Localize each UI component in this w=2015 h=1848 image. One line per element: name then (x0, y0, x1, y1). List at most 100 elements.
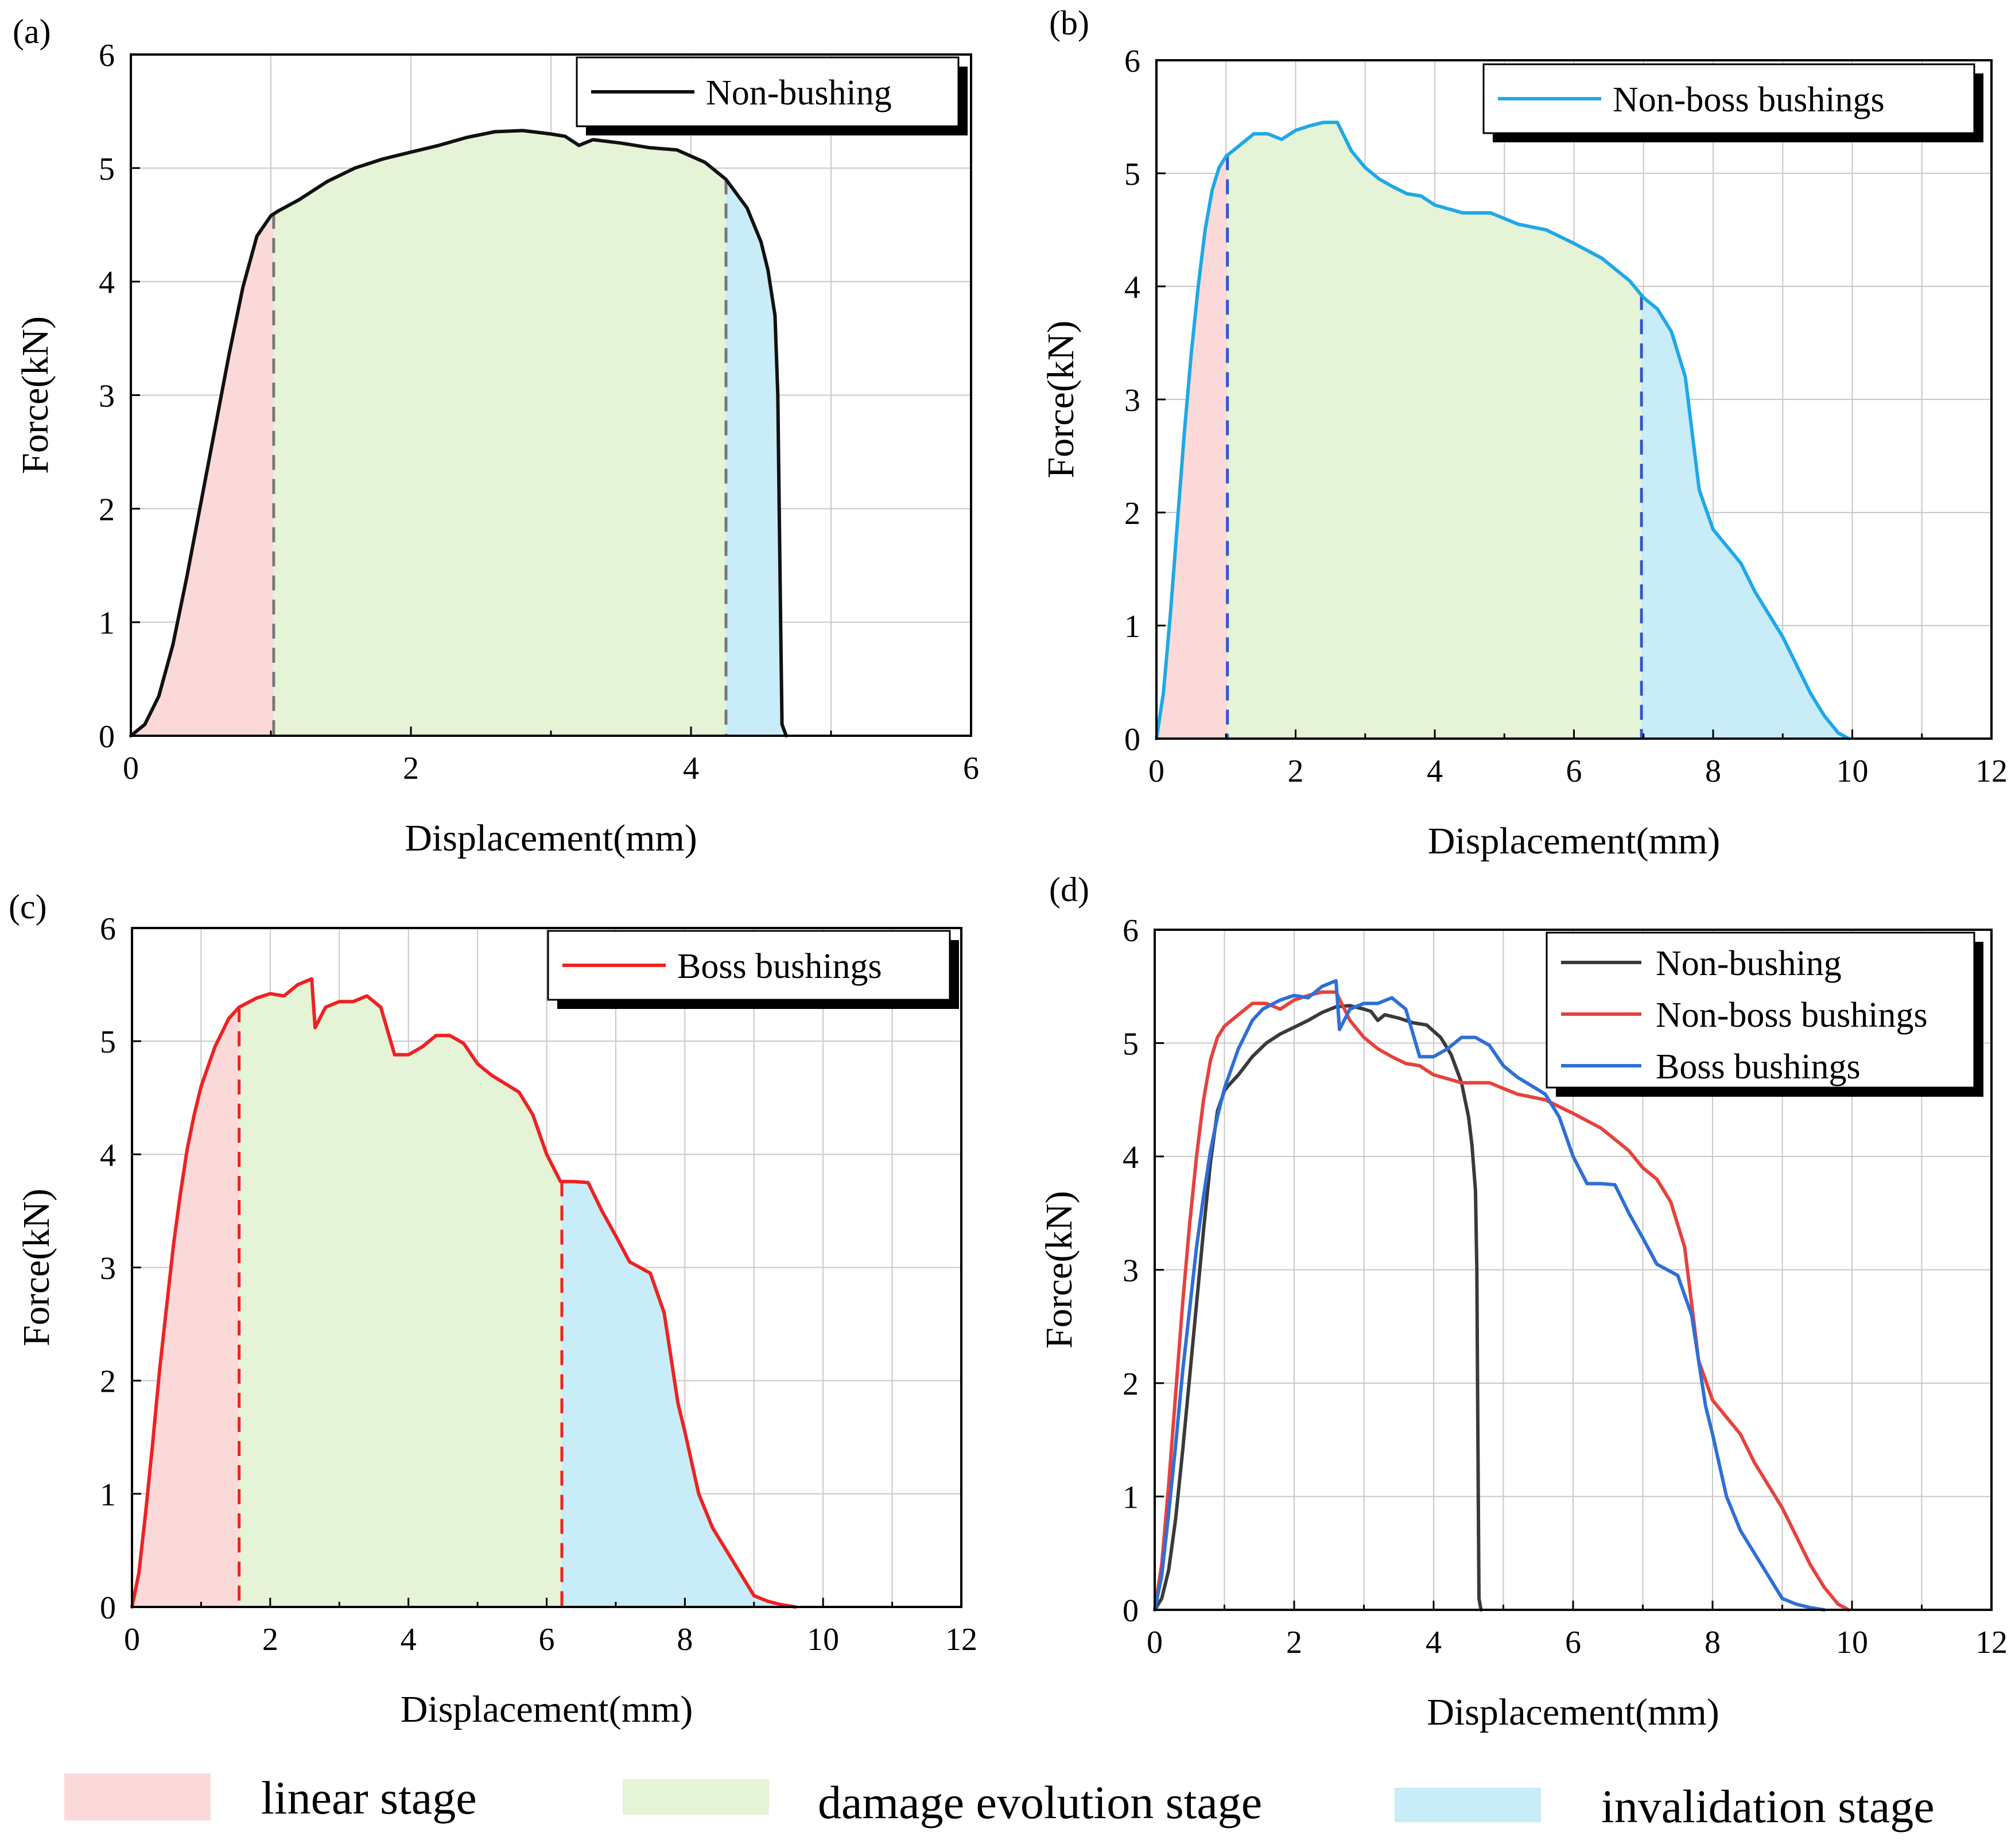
series-line-boss-bushings (1153, 979, 1826, 1612)
legend-label: Non-bushing (706, 73, 892, 112)
y-tick-label: 4 (100, 1137, 116, 1173)
legend: Non-boss bushings (1482, 63, 1983, 142)
y-tick-label: 3 (1124, 383, 1140, 418)
panel-label: (d) (1049, 871, 1089, 909)
y-tick-label: 2 (1123, 1366, 1139, 1402)
x-tick-label: 0 (123, 751, 139, 786)
stage-fill-linear (131, 213, 274, 736)
stage-fill-linear (1156, 155, 1228, 739)
legend-label: Non-boss bushings (1656, 996, 1928, 1035)
x-tick-label: 8 (677, 1622, 693, 1657)
y-tick-label: 0 (100, 1590, 116, 1626)
key-swatch-invalidation (1395, 1788, 1541, 1822)
stage-fill-damage (239, 979, 562, 1607)
stage-fill-damage (273, 130, 726, 736)
x-axis-title: Displacement(mm) (1428, 820, 1721, 862)
x-tick-label: 0 (1148, 754, 1164, 789)
stage-fill-invalidation (726, 179, 786, 736)
legend: Boss bushings (547, 930, 959, 1009)
key-label-damage: damage evolution stage (818, 1776, 1262, 1828)
x-tick-label: 0 (124, 1622, 140, 1657)
stage-fill-linear (132, 1007, 239, 1607)
panel-label: (c) (9, 888, 47, 926)
y-tick-label: 5 (99, 152, 115, 187)
x-tick-label: 10 (807, 1622, 839, 1657)
panel-a: (a) 0 2 4 6 0 1 2 3 4 5 6 Displacement(mm) Force(kN) N… (13, 13, 979, 859)
legend-label: Boss bushings (677, 947, 882, 986)
series-line-non-bushing (129, 129, 788, 737)
panel-d: (d)0 2 4 6 8 10 120123456Displacement(mm)Force… (1038, 871, 2008, 1733)
x-tick-label: 4 (1426, 1625, 1442, 1660)
panel-label: (a) (13, 13, 51, 51)
panel-label: (b) (1049, 4, 1089, 42)
x-tick-label: 12 (945, 1622, 977, 1657)
stage-key: linear stage damage evolution stage inva… (64, 1772, 1935, 1833)
x-tick-label: 6 (963, 751, 979, 786)
y-tick-label: 1 (1124, 609, 1140, 645)
x-tick-label: 6 (1566, 754, 1582, 789)
panel-c: (c)0 2 4 6 8 10 120123456Displacement(mm)Force… (9, 888, 977, 1730)
x-tick-label: 2 (262, 1622, 278, 1657)
y-tick-label: 5 (1123, 1027, 1139, 1062)
y-tick-label: 4 (99, 265, 115, 301)
y-tick-label: 1 (99, 605, 115, 641)
x-tick-label: 10 (1836, 1625, 1868, 1660)
x-tick-label: 6 (1565, 1625, 1581, 1660)
y-tick-label: 1 (100, 1477, 116, 1513)
x-tick-label: 4 (401, 1622, 417, 1657)
y-axis-title: Force(kN) (1040, 321, 1082, 479)
series-line-non-boss-bushings (1155, 121, 1851, 740)
panel-b: (b)0 2 4 6 8 10 120123456Displacement(mm)Force… (1040, 4, 2008, 862)
y-tick-label: 3 (99, 379, 115, 414)
y-tick-label: 6 (1123, 913, 1139, 949)
x-tick-label: 8 (1705, 1625, 1721, 1660)
legend-label: Boss bushings (1656, 1047, 1861, 1086)
stage-fill-invalidation (1641, 295, 1849, 739)
x-axis-title: Displacement(mm) (405, 817, 697, 859)
legend: Non-bushing (576, 56, 968, 135)
y-tick-label: 3 (100, 1251, 116, 1287)
y-tick-label: 0 (1124, 722, 1140, 758)
y-tick-label: 4 (1124, 270, 1140, 305)
x-tick-label: 4 (1427, 754, 1443, 789)
y-tick-label: 5 (1124, 157, 1140, 192)
key-label-invalidation: invalidation stage (1601, 1780, 1935, 1833)
y-tick-label: 2 (1124, 496, 1140, 531)
y-tick-label: 6 (100, 911, 116, 947)
x-tick-label: 0 (1147, 1625, 1163, 1660)
x-tick-label: 12 (1975, 754, 2008, 789)
x-tick-label: 10 (1837, 754, 1869, 789)
series-line-non-bushing (1153, 1004, 1483, 1612)
legend-label: Non-boss bushings (1613, 80, 1885, 119)
stage-fill-damage (1227, 122, 1642, 739)
x-axis-title: Displacement(mm) (1427, 1691, 1719, 1733)
x-tick-label: 2 (403, 751, 419, 786)
key-label-linear: linear stage (261, 1772, 477, 1824)
legend-label: Non-bushing (1656, 944, 1842, 983)
y-axis-title: Force(kN) (1038, 1191, 1080, 1349)
y-axis-title: Force(kN) (15, 1189, 57, 1346)
x-tick-label: 8 (1705, 754, 1721, 789)
y-tick-label: 3 (1123, 1253, 1139, 1289)
x-tick-label: 2 (1286, 1625, 1302, 1660)
y-tick-label: 2 (100, 1364, 116, 1400)
x-tick-label: 12 (1975, 1625, 2008, 1660)
y-tick-label: 1 (1123, 1480, 1139, 1516)
y-axis-title: Force(kN) (14, 316, 56, 474)
x-axis-title: Displacement(mm) (401, 1688, 693, 1730)
x-tick-label: 6 (539, 1622, 555, 1657)
y-tick-label: 4 (1123, 1140, 1139, 1175)
y-tick-label: 0 (1123, 1593, 1139, 1629)
y-tick-label: 5 (100, 1024, 116, 1060)
y-tick-label: 6 (99, 38, 115, 73)
legend: Non-bushing Non-boss bushings Boss bushing… (1546, 931, 1983, 1097)
key-swatch-linear (64, 1773, 211, 1820)
y-tick-label: 2 (99, 492, 115, 527)
stage-fill-invalidation (561, 1181, 795, 1607)
key-swatch-damage (623, 1779, 769, 1815)
x-tick-label: 4 (683, 751, 699, 786)
x-tick-label: 2 (1288, 754, 1304, 789)
y-tick-label: 6 (1124, 44, 1140, 79)
series-line-boss-bushings (130, 977, 797, 1609)
